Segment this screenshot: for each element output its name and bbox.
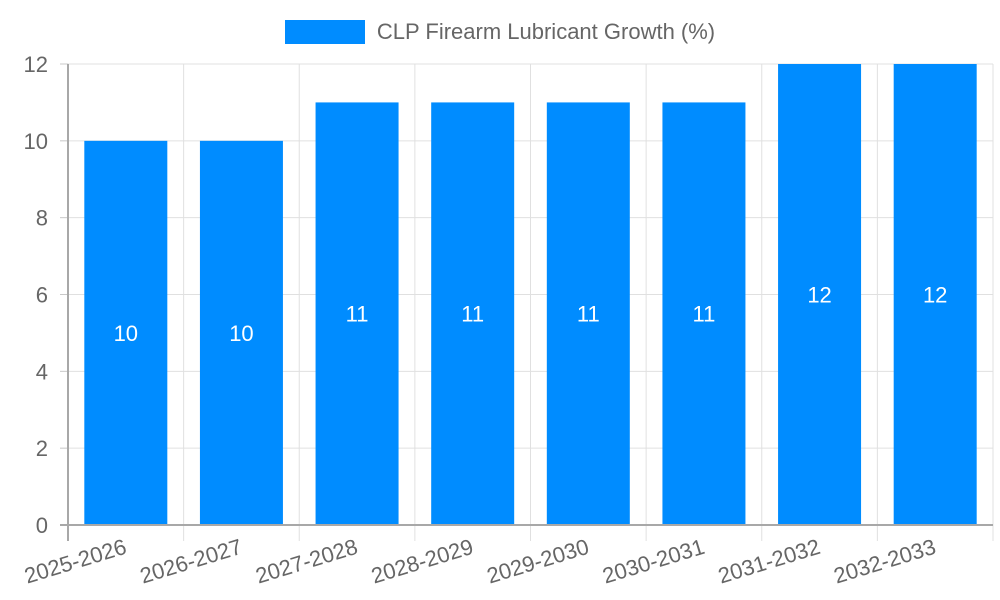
bar[interactable]: [315, 102, 399, 526]
bar-value-label: 10: [114, 321, 138, 346]
chart-legend: CLP Firearm Lubricant Growth (%): [0, 19, 1000, 45]
bar-value-label: 12: [923, 283, 947, 308]
bar[interactable]: [546, 102, 630, 526]
y-tick-label: 2: [36, 436, 48, 461]
x-tick-label: 2027-2028: [253, 534, 361, 589]
bar[interactable]: [84, 140, 168, 526]
bar[interactable]: [662, 102, 746, 526]
bar[interactable]: [893, 64, 977, 525]
bar-value-label: 12: [807, 283, 831, 308]
x-tick-label: 2026-2027: [137, 534, 245, 589]
x-tick-label: 2028-2029: [368, 534, 476, 589]
bars: [84, 64, 977, 526]
x-tick-label: 2032-2033: [831, 534, 939, 589]
bar-value-label: 11: [693, 302, 716, 327]
x-tick-label: 2031-2032: [715, 534, 823, 589]
bar-value-label: 11: [577, 302, 600, 327]
data-labels: 10 10 11 11 11 11 12 12: [114, 283, 948, 346]
bar[interactable]: [431, 102, 515, 526]
bar[interactable]: [778, 64, 862, 525]
x-tick-label: 2030-2031: [599, 534, 707, 589]
bar[interactable]: [199, 140, 283, 526]
y-tick-label: 6: [36, 283, 48, 308]
x-tick-label: 2025-2026: [21, 534, 129, 589]
y-tick-label: 10: [24, 129, 48, 154]
x-tick-label: 2029-2030: [484, 534, 592, 589]
legend-label[interactable]: CLP Firearm Lubricant Growth (%): [376, 19, 716, 44]
y-tick-label: 0: [36, 513, 48, 538]
y-tick-label: 8: [36, 206, 48, 231]
legend-swatch[interactable]: [284, 20, 365, 44]
y-tick-label: 12: [24, 52, 48, 77]
bar-value-label: 10: [229, 321, 253, 346]
y-tick-label: 4: [36, 359, 48, 384]
bar-value-label: 11: [461, 302, 484, 327]
bar-value-label: 11: [346, 302, 369, 327]
